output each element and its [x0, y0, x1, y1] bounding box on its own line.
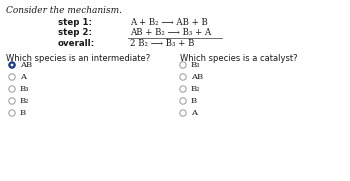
Circle shape: [9, 98, 15, 104]
Circle shape: [9, 74, 15, 80]
Text: B₃: B₃: [20, 85, 29, 93]
Text: step 2:: step 2:: [58, 28, 92, 37]
Text: 2 B₂ ⟶ B₃ + B: 2 B₂ ⟶ B₃ + B: [130, 39, 194, 48]
Circle shape: [180, 98, 186, 104]
Text: Which species is a catalyst?: Which species is a catalyst?: [180, 54, 298, 63]
Circle shape: [180, 110, 186, 116]
Text: B: B: [20, 109, 26, 117]
Circle shape: [10, 64, 13, 66]
Text: B₂: B₂: [20, 97, 29, 105]
Circle shape: [180, 74, 186, 80]
Text: B: B: [191, 97, 197, 105]
Text: AB: AB: [20, 61, 32, 69]
Text: B₂: B₂: [191, 85, 200, 93]
Text: step 1:: step 1:: [58, 18, 92, 27]
Text: Which species is an intermediate?: Which species is an intermediate?: [6, 54, 150, 63]
Text: AB + B₂ ⟶ B₃ + A: AB + B₂ ⟶ B₃ + A: [130, 28, 211, 37]
Text: B₃: B₃: [191, 61, 200, 69]
Text: AB: AB: [191, 73, 203, 81]
Text: A: A: [20, 73, 26, 81]
Circle shape: [9, 62, 15, 68]
Circle shape: [180, 62, 186, 68]
Text: Consider the mechanism.: Consider the mechanism.: [6, 6, 122, 15]
Circle shape: [9, 86, 15, 92]
Text: A: A: [191, 109, 197, 117]
Circle shape: [9, 110, 15, 116]
Text: overall:: overall:: [58, 39, 95, 48]
Text: A + B₂ ⟶ AB + B: A + B₂ ⟶ AB + B: [130, 18, 208, 27]
Circle shape: [180, 86, 186, 92]
